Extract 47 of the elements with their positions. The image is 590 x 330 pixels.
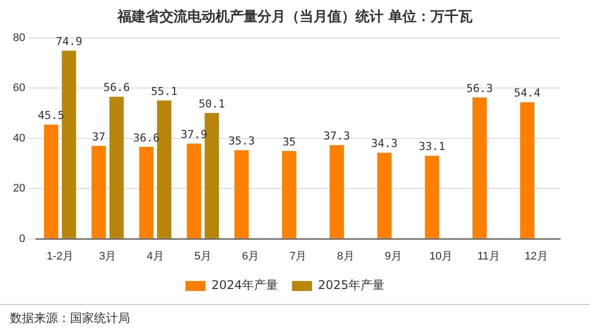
bar	[520, 102, 534, 238]
data-label: 56.6	[103, 81, 130, 94]
bar	[424, 156, 440, 238]
x-tick-label: 12月	[524, 250, 548, 262]
x-tick-label: 8月	[337, 250, 354, 262]
bar	[330, 145, 344, 238]
bar	[157, 100, 172, 238]
data-label: 35	[282, 135, 296, 148]
bar	[472, 97, 487, 238]
x-tick-label: 5月	[194, 250, 212, 262]
x-tick-label: 9月	[384, 250, 402, 262]
data-label: 56.3	[466, 82, 493, 95]
data-label: 55.1	[150, 84, 178, 98]
y-tick-label: 60	[12, 82, 26, 94]
data-label: 54.4	[514, 86, 541, 100]
y-tick-label: 0	[19, 232, 26, 245]
x-tick-label: 6月	[242, 250, 260, 262]
data-label: 33.1	[418, 140, 446, 154]
data-label: 34.3	[371, 137, 398, 150]
x-tick-label: 11月	[477, 250, 500, 262]
bar	[44, 124, 58, 238]
bar	[92, 146, 106, 238]
bar	[186, 144, 202, 238]
bar	[109, 96, 124, 238]
bar	[62, 50, 76, 238]
bar	[377, 152, 392, 238]
source-note: 数据来源：国家统计局	[0, 304, 590, 330]
x-tick-label: 4月	[146, 250, 164, 262]
data-label: 37	[92, 130, 106, 144]
x-tick-label: 10月	[429, 250, 453, 262]
chart-title: 福建省交流电动机产量分月（当月值）统计 单位：万千瓦	[116, 8, 474, 27]
legend-label: 2024年产量	[211, 278, 278, 292]
bar	[139, 146, 154, 238]
y-tick-label: 20	[12, 182, 26, 195]
bar	[204, 113, 219, 238]
bar	[282, 150, 296, 238]
x-tick-label: 1-2月	[46, 250, 74, 262]
data-label: 35.3	[228, 134, 255, 148]
y-tick-label: 40	[12, 132, 26, 144]
legend-label: 2025年产量	[318, 278, 385, 292]
data-label: 50.1	[198, 97, 226, 110]
bar	[234, 150, 249, 238]
data-label: 37.3	[324, 130, 350, 143]
x-tick-label: 3月	[99, 250, 116, 262]
y-tick-label: 80	[12, 32, 26, 44]
x-tick-label: 7月	[290, 250, 307, 262]
data-label: 74.9	[56, 35, 82, 48]
